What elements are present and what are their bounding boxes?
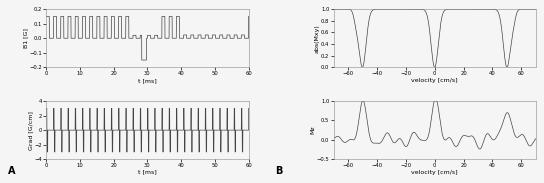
Y-axis label: Mz: Mz — [310, 126, 315, 135]
Text: B: B — [275, 166, 282, 176]
X-axis label: t [ms]: t [ms] — [138, 170, 157, 175]
X-axis label: velocity [cm/s]: velocity [cm/s] — [411, 78, 458, 83]
Y-axis label: abs(Mxy): abs(Mxy) — [314, 24, 319, 53]
Y-axis label: B1 [G]: B1 [G] — [23, 28, 28, 48]
Y-axis label: Grad [G/cm]: Grad [G/cm] — [28, 111, 33, 150]
Text: A: A — [8, 166, 16, 176]
X-axis label: t [ms]: t [ms] — [138, 78, 157, 83]
X-axis label: velocity [cm/s]: velocity [cm/s] — [411, 170, 458, 175]
